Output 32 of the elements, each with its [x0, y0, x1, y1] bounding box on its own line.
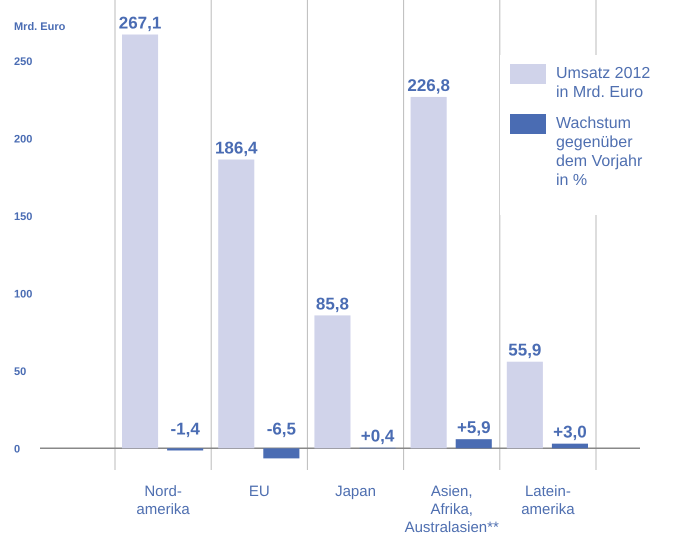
bar [506, 362, 543, 448]
data-label: -6,5 [266, 419, 296, 438]
bar [263, 448, 300, 458]
bar [410, 96, 447, 448]
x-tick-label: Japan [335, 483, 376, 500]
legend-label: Umsatz 2012 in Mrd. Euro [556, 65, 650, 101]
data-label: +3,0 [553, 422, 587, 442]
y-tick-label: 250 [14, 56, 32, 68]
data-label: +0,4 [360, 426, 395, 446]
data-label: 267,1 [118, 13, 162, 32]
bar [218, 160, 254, 448]
x-tick-label: EU [248, 483, 270, 500]
y-tick-label: 50 [14, 366, 26, 378]
bar [552, 444, 588, 448]
data-label: -1,4 [170, 419, 200, 438]
data-label: 85,8 [316, 294, 349, 314]
data-label: 226,8 [407, 76, 450, 95]
y-tick-label: 200 [14, 133, 32, 146]
bar [314, 315, 350, 448]
y-tick-label: 0 [14, 443, 20, 456]
x-tick-label: Asien, Afrika, Australasien** [404, 483, 499, 536]
bar [456, 439, 492, 448]
data-label: 186,4 [214, 138, 258, 158]
bar [122, 34, 158, 448]
y-axis-title: Mrd. Euro [14, 21, 66, 33]
x-tick-label: Latein- amerika [521, 483, 576, 518]
legend-label: Wachstum gegenüber dem Vorjahr in % [556, 115, 643, 189]
y-tick-label: 150 [14, 210, 32, 223]
y-tick-label: 100 [14, 288, 32, 300]
x-tick-label: Nord- amerika [136, 483, 190, 518]
data-label: 55,9 [508, 340, 542, 360]
data-label: +5,9 [456, 418, 491, 438]
